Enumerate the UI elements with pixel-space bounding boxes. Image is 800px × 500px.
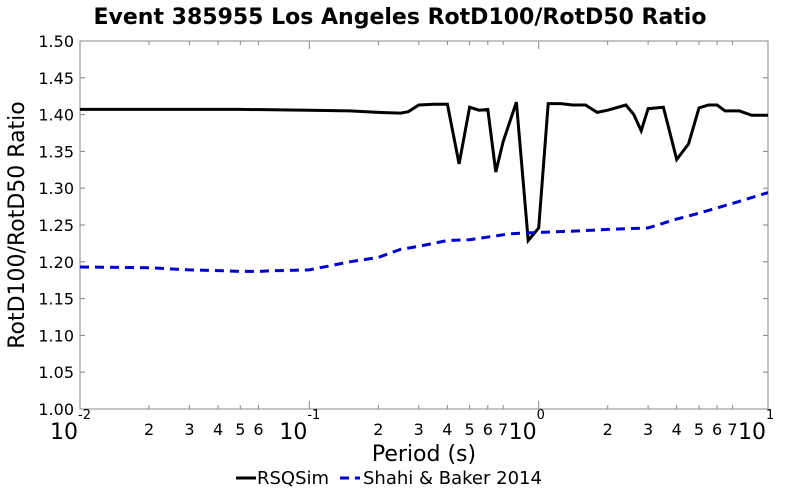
series-line-shahi-baker — [79, 191, 769, 273]
y-tick-label: 1.25 — [38, 216, 74, 235]
x-minor-tick-label: 4 — [213, 420, 223, 439]
x-minor-tick-label: 5 — [465, 420, 475, 439]
x-major-tick-label: 100 — [509, 408, 545, 445]
y-tick-label: 1.50 — [38, 32, 74, 51]
x-tick-exponent: 0 — [537, 408, 545, 423]
x-tick-base: 10 — [279, 420, 307, 445]
x-minor-tick-label: 6 — [483, 420, 493, 439]
y-tick-label: 1.40 — [38, 106, 74, 125]
x-minor-tick-label: 7 — [498, 420, 508, 439]
series-layer — [79, 101, 769, 273]
x-tick-exponent: -1 — [307, 408, 320, 423]
x-minor-tick-label: 3 — [643, 420, 653, 439]
x-minor-tick-label: 5 — [235, 420, 245, 439]
series-line-rsqsim — [80, 101, 768, 245]
chart-title: Event 385955 Los Angeles RotD100/RotD50 … — [94, 5, 707, 30]
x-minor-tick-label: 5 — [694, 420, 704, 439]
y-tick-label: 1.15 — [38, 290, 74, 309]
x-tick-base: 10 — [50, 420, 78, 445]
x-minor-tick-label: 4 — [442, 420, 452, 439]
y-tick-label: 1.05 — [38, 363, 74, 382]
plot-area — [79, 40, 769, 410]
x-tick-exponent: -2 — [78, 408, 91, 423]
x-axis-label: Period (s) — [372, 442, 476, 467]
x-minor-tick-label: 7 — [727, 420, 737, 439]
x-minor-tick-label: 4 — [672, 420, 682, 439]
x-minor-tick-label: 3 — [414, 420, 424, 439]
y-tick-label: 1.20 — [38, 253, 74, 272]
x-minor-tick-label: 6 — [712, 420, 722, 439]
x-minor-tick-label: 2 — [603, 420, 613, 439]
x-major-tick-label: 10-2 — [50, 408, 91, 445]
y-axis-label: RotD100/RotD50 Ratio — [5, 101, 30, 349]
x-minor-tick-label: 6 — [253, 420, 263, 439]
x-tick-exponent: 1 — [766, 408, 774, 423]
x-major-tick-label: 10-1 — [279, 408, 320, 445]
x-minor-tick-label: 2 — [144, 420, 154, 439]
y-axis: 1.00 1.05 1.10 1.15 1.20 1.25 1.30 1.35 1.40 1.45… — [38, 32, 768, 419]
y-tick-label: 1.10 — [38, 326, 74, 345]
y-tick-label: 1.45 — [38, 69, 74, 88]
legend: RSQSim Shahi & Baker 2014 — [236, 468, 542, 489]
y-tick-label: 1.00 — [38, 400, 74, 419]
y-tick-label: 1.30 — [38, 179, 74, 198]
x-minor-tick-label: 2 — [373, 420, 383, 439]
y-tick-label: 1.35 — [38, 142, 74, 161]
legend-label-shahi-baker: Shahi & Baker 2014 — [363, 468, 542, 489]
x-minor-tick-label: 3 — [184, 420, 194, 439]
legend-label-rsqsim: RSQSim — [257, 468, 329, 489]
x-tick-base: 10 — [509, 420, 537, 445]
x-major-tick-label: 101 — [738, 408, 774, 445]
x-tick-base: 10 — [738, 420, 766, 445]
